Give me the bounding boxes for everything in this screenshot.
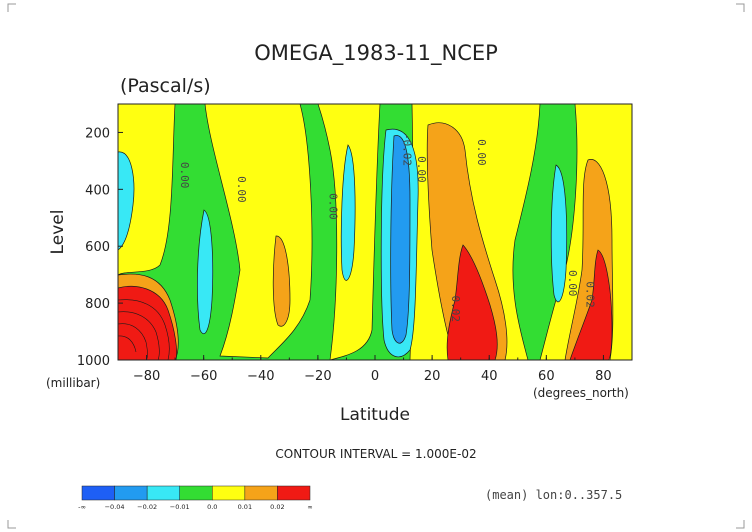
contour-label-1: 0.00 xyxy=(235,176,248,203)
region-red-contours xyxy=(118,299,170,360)
contour-label-5: 0.00 xyxy=(475,139,488,166)
plot-area: 0.000.000.00-0.020.000.000.020.00 0.02 xyxy=(118,104,632,360)
x-tick-label-5: 20 xyxy=(424,369,441,384)
contour-label-2: 0.00 xyxy=(326,193,339,220)
legend-label-5: 0.01 xyxy=(238,503,252,511)
x-tick-label-0: −80 xyxy=(133,369,160,384)
legend-swatch-1 xyxy=(114,485,148,501)
region-cyan-2 xyxy=(197,209,214,335)
legend-label-3: −0.01 xyxy=(170,503,190,511)
legend-label-0: -∞ xyxy=(78,503,86,511)
y-tick-label-1: 400 xyxy=(85,183,110,198)
region-yellow-sh xyxy=(118,104,176,276)
x-tick-label-7: 60 xyxy=(538,369,555,384)
contour-labels: 0.000.000.00-0.020.000.000.020.00 0.02 xyxy=(178,133,596,322)
contour-label-6: 0.02 xyxy=(449,296,462,323)
contour-label-0: 0.00 xyxy=(178,162,191,189)
contour-label-3: -0.02 xyxy=(401,133,414,166)
legend-swatch-3 xyxy=(179,485,213,501)
legend-label-7: ∞ xyxy=(307,503,312,511)
contour-interval-text: CONTOUR INTERVAL = 1.000E-02 xyxy=(275,447,476,461)
legend-label-6: 0.02 xyxy=(270,503,284,511)
y-tick-label-2: 600 xyxy=(85,240,110,255)
x-tick-label-6: 40 xyxy=(481,369,498,384)
y-axis-units: (millibar) xyxy=(46,376,100,390)
legend-swatch-4 xyxy=(212,485,246,501)
corner-marks xyxy=(7,3,745,529)
contour-label-4: 0.00 xyxy=(415,156,428,183)
x-tick-label-2: −40 xyxy=(247,369,274,384)
x-axis-units: (degrees_north) xyxy=(533,386,629,400)
x-tick-label-1: −60 xyxy=(190,369,217,384)
legend-label-4: 0.0 xyxy=(207,503,217,511)
x-tick-label-8: 80 xyxy=(595,369,612,384)
chart-subtitle: (Pascal/s) xyxy=(120,75,211,97)
axes: −80 −60 −40 −20 0 20 40 60 80 200 400 600 800 1000 xyxy=(77,126,633,384)
region-red-sh xyxy=(118,285,177,360)
y-tick-label-4: 1000 xyxy=(77,354,110,369)
region-cyan-5 xyxy=(550,164,568,302)
legend-swatch-2 xyxy=(146,485,180,501)
y-axis-label: Level xyxy=(48,210,68,255)
region-orange-mid xyxy=(272,235,291,327)
legend-swatch-0 xyxy=(81,485,115,501)
region-blue xyxy=(390,135,411,344)
legend-swatch-5 xyxy=(244,485,278,501)
y-tick-label-0: 200 xyxy=(85,126,110,141)
chart-title: OMEGA_1983-11_NCEP xyxy=(254,41,498,66)
region-cyan-3 xyxy=(340,144,356,281)
x-tick-label-3: −20 xyxy=(304,369,331,384)
region-cyan-1 xyxy=(118,151,135,251)
contour-label-8: 0.02 xyxy=(583,281,596,308)
mean-longitude-text: (mean) lon:0..357.5 xyxy=(485,488,622,502)
legend-label-1: −0.04 xyxy=(105,503,125,511)
x-axis-label: Latitude xyxy=(340,405,410,425)
omega-regions xyxy=(118,104,632,360)
x-tick-label-4: 0 xyxy=(371,369,379,384)
region-red-nh xyxy=(446,244,498,360)
legend-label-2: −0.02 xyxy=(137,503,157,511)
contour-label-7: 0.00 xyxy=(566,270,579,297)
legend-swatch-6 xyxy=(277,485,311,501)
y-tick-label-3: 800 xyxy=(85,297,110,312)
color-legend: -∞ −0.04 −0.02 −0.01 0.0 0.01 0.02 ∞ xyxy=(78,485,313,511)
